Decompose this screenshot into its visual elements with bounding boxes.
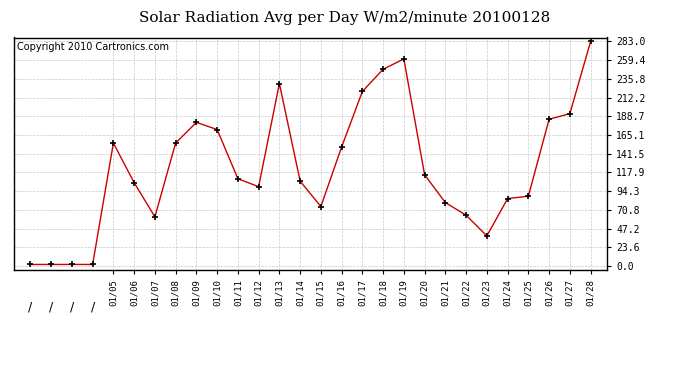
Text: /: / — [70, 300, 74, 313]
Text: /: / — [90, 300, 95, 313]
Text: Solar Radiation Avg per Day W/m2/minute 20100128: Solar Radiation Avg per Day W/m2/minute … — [139, 11, 551, 25]
Text: /: / — [49, 300, 53, 313]
Text: Copyright 2010 Cartronics.com: Copyright 2010 Cartronics.com — [17, 42, 169, 52]
Text: /: / — [28, 300, 32, 313]
